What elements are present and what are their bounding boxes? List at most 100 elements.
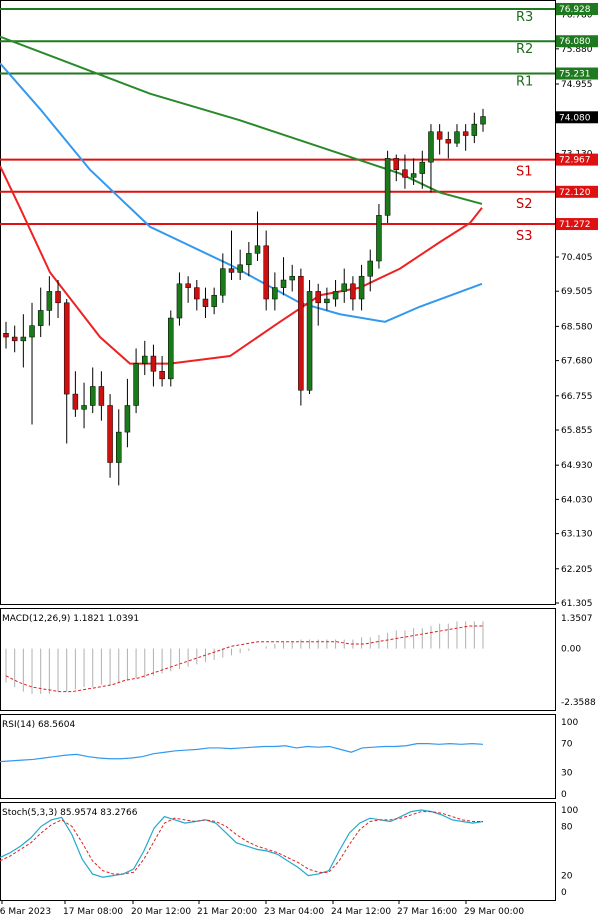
- price-tick-label: 69.505: [561, 287, 593, 297]
- candle-body: [410, 173, 417, 178]
- candle-body: [246, 253, 252, 266]
- candle-body: [419, 161, 426, 174]
- rsi-tick-label: 70: [561, 740, 573, 750]
- candle-body: [393, 158, 400, 171]
- time-tick-label: 16 Mar 2023: [0, 907, 51, 917]
- level-price-tag-label: 72.967: [559, 156, 591, 166]
- candle-body: [280, 279, 287, 288]
- level-price-tag-label: 76.080: [559, 37, 591, 47]
- macd-signal-line: [5, 625, 483, 693]
- stoch-tick-label: 0: [561, 888, 567, 898]
- candle-body: [272, 287, 278, 300]
- candle-body: [63, 302, 70, 395]
- candle-body: [81, 405, 87, 410]
- candle-body: [332, 291, 339, 300]
- level-price-tag: [556, 67, 598, 80]
- candle-body: [324, 298, 330, 304]
- price-tick-label: 74.955: [561, 80, 593, 90]
- price-tick-label: 76.780: [561, 11, 593, 21]
- candle-body: [37, 310, 44, 326]
- stoch-label: Stoch(5,3,3) 85.9574 83.2766: [2, 808, 138, 818]
- stoch-tick-label: 80: [561, 822, 573, 832]
- stoch-panel: [0, 802, 556, 901]
- price-tick-label: 63.130: [561, 530, 593, 540]
- level-price-tag: [556, 185, 598, 198]
- macd-tick-label: -2.3588: [561, 698, 596, 708]
- time-tick-label: 24 Mar 12:00: [331, 907, 391, 917]
- stoch-k-line: [0, 809, 484, 878]
- candle-body: [89, 386, 96, 406]
- last-price-label: 74.080: [559, 113, 591, 123]
- candle-body: [315, 291, 321, 304]
- candle-body: [150, 355, 157, 372]
- time-tick-label: 23 Mar 04:00: [264, 907, 324, 917]
- candle-body: [142, 355, 148, 364]
- level-label-s2: S2: [516, 197, 533, 212]
- level-label-r2: R2: [516, 42, 533, 57]
- candle-body: [367, 260, 374, 277]
- candle-body: [228, 268, 235, 273]
- candle-body: [211, 294, 217, 307]
- candle-body: [341, 283, 347, 292]
- candle-body: [289, 275, 295, 281]
- rsi-line: [0, 742, 484, 763]
- rsi-label: RSI(14) 68.5604: [2, 720, 75, 730]
- candle-body: [306, 291, 313, 391]
- level-price-tag-label: 76.928: [559, 5, 591, 15]
- level-price-tag-label: 72.120: [559, 188, 591, 198]
- candle-body: [98, 386, 105, 406]
- candle-body: [436, 131, 443, 140]
- candle-body: [72, 393, 79, 410]
- candle-body: [159, 371, 165, 380]
- last-price-tag: [556, 111, 598, 124]
- candle-body: [350, 283, 356, 300]
- candle-body: [46, 291, 53, 311]
- macd-label: MACD(12,26,9) 1.1821 1.0391: [2, 614, 139, 624]
- candle-body: [254, 245, 261, 254]
- candle-body: [358, 275, 365, 300]
- level-label-r3: R3: [516, 10, 533, 25]
- candle-body: [124, 405, 131, 433]
- candle-body: [428, 131, 434, 163]
- level-price-tag: [556, 153, 598, 166]
- candle-body: [20, 336, 27, 342]
- rsi-tick-label: 0: [561, 790, 567, 800]
- candle-body: [376, 215, 382, 262]
- candle-body: [202, 298, 209, 307]
- level-label-s3: S3: [516, 229, 533, 244]
- macd-tick-label: 1.3507: [561, 614, 593, 624]
- candle-body: [185, 283, 191, 288]
- moving-average-line-1: [0, 35, 483, 205]
- price-tick-label: 65.855: [561, 426, 593, 436]
- time-tick-label: 20 Mar 12:00: [131, 907, 191, 917]
- rsi-tick-label: 100: [561, 718, 578, 728]
- price-tick-label: 70.405: [561, 253, 593, 263]
- candle-body: [237, 264, 243, 273]
- level-price-tag-label: 75.231: [559, 70, 591, 80]
- time-tick-label: 17 Mar 08:00: [63, 907, 123, 917]
- time-tick-label: 27 Mar 16:00: [397, 907, 457, 917]
- rsi-tick-label: 30: [561, 768, 573, 778]
- candle-body: [176, 283, 183, 319]
- candle-body: [402, 169, 408, 178]
- candle-body: [454, 131, 460, 144]
- candle-body: [133, 363, 139, 406]
- level-price-tag: [556, 3, 598, 15]
- price-tick-label: 64.030: [561, 495, 593, 505]
- price-tick-label: 68.580: [561, 322, 593, 332]
- price-tick-label: 75.880: [561, 45, 593, 55]
- candle-body: [471, 123, 478, 136]
- candle-body: [168, 317, 174, 380]
- price-tick-label: 64.930: [561, 461, 593, 471]
- candle-body: [263, 245, 269, 300]
- price-panel: [0, 0, 556, 605]
- stoch-tick-label: 100: [561, 806, 578, 816]
- level-price-tag-label: 71.272: [559, 220, 591, 230]
- level-label-r1: R1: [516, 75, 533, 90]
- level-price-tag: [556, 35, 598, 48]
- price-tick-label: 61.305: [561, 599, 593, 609]
- rsi-panel: [0, 714, 556, 799]
- price-tick-label: 66.755: [561, 392, 593, 402]
- stoch-d-line: [0, 811, 483, 875]
